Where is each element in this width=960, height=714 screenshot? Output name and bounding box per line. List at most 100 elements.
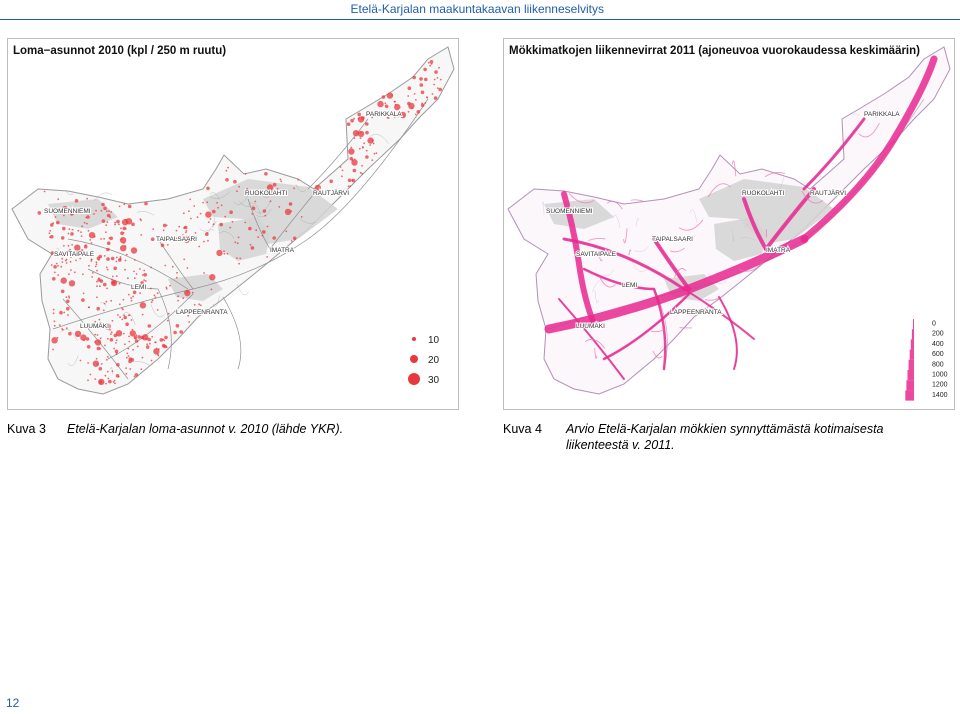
holiday-home-dot (110, 211, 113, 213)
holiday-home-dot (420, 90, 425, 95)
holiday-home-dot (37, 211, 42, 215)
holiday-home-dot (55, 262, 58, 265)
holiday-home-dot (103, 255, 106, 257)
holiday-home-dot (95, 357, 98, 360)
holiday-home-dot (353, 117, 355, 120)
holiday-home-dot (86, 345, 91, 349)
holiday-home-dot (251, 206, 256, 211)
holiday-home-dot (341, 169, 344, 172)
holiday-home-dot (70, 269, 72, 271)
holiday-home-dot (132, 348, 134, 351)
legend-width-bar (908, 359, 914, 370)
holiday-home-dot (70, 232, 74, 236)
holiday-home-dot (159, 338, 164, 342)
holiday-home-dot (419, 83, 424, 87)
holiday-home-dot (65, 327, 68, 330)
holiday-home-dot (67, 232, 70, 235)
legend-dot-10 (412, 337, 416, 341)
minor-road (247, 202, 262, 215)
legend-width-bar (910, 339, 914, 350)
holiday-home-dot (109, 338, 114, 342)
holiday-home-dot (438, 66, 440, 69)
holiday-home-dot (285, 230, 288, 233)
holiday-home-dot (69, 260, 72, 263)
minor-road (209, 191, 230, 199)
minor-road (263, 190, 273, 199)
holiday-home-dot (81, 225, 84, 228)
holiday-home-dot (110, 333, 112, 335)
minor-road (592, 279, 607, 293)
holiday-home-dot (52, 312, 55, 315)
holiday-home-dot (407, 95, 410, 97)
holiday-home-dot (264, 172, 268, 176)
holiday-home-dot (220, 204, 223, 207)
minor-road (659, 346, 665, 350)
holiday-home-dot (113, 347, 115, 350)
minor-road (93, 192, 113, 202)
minor-road (634, 246, 650, 253)
holiday-home-dot (140, 368, 143, 371)
holiday-home-dot (164, 264, 167, 267)
minor-traffic-flow (628, 249, 632, 256)
holiday-home-dot (110, 279, 118, 287)
holiday-home-dot (139, 302, 147, 309)
holiday-home-dot (52, 348, 54, 351)
holiday-home-dot (141, 313, 144, 316)
holiday-home-dot (216, 249, 223, 257)
holiday-home-dot (122, 298, 125, 301)
holiday-home-dot (75, 259, 77, 262)
minor-road (150, 304, 166, 317)
holiday-home-dot (387, 117, 390, 119)
holiday-home-dot (147, 337, 151, 342)
place-luumaki: LUUMÄKI (80, 322, 109, 330)
traffic-flow (802, 117, 866, 191)
minor-road (65, 190, 74, 196)
holiday-home-dot (162, 338, 165, 341)
legend-width-bar (913, 319, 914, 330)
holiday-home-dot (95, 263, 98, 266)
holiday-home-dot (133, 277, 136, 280)
holiday-home-dot (115, 256, 118, 259)
minor-road (254, 200, 271, 214)
holiday-home-dot (83, 221, 86, 224)
urban-area (699, 179, 834, 244)
holiday-home-dot (112, 381, 115, 383)
traffic-flow (800, 55, 938, 243)
minor-traffic-flow (731, 160, 737, 177)
holiday-home-dot (347, 178, 352, 183)
holiday-home-dot (429, 64, 432, 67)
holiday-home-dot (54, 216, 57, 218)
holiday-home-dot (113, 379, 116, 382)
holiday-home-dot (96, 334, 99, 336)
holiday-home-dot (98, 318, 101, 321)
flow-width-legend: 0 200 400 600 800 1000 1200 1400 (905, 319, 948, 401)
caption-text: Etelä-Karjalan loma-asunnot v. 2010 (läh… (67, 422, 344, 436)
minor-road (740, 237, 756, 241)
holiday-home-dot (94, 265, 97, 268)
holiday-home-dot (68, 211, 71, 214)
page-number: 12 (6, 696, 20, 710)
holiday-home-dot (386, 92, 394, 99)
holiday-home-dot (191, 291, 194, 294)
minor-traffic-flow (606, 200, 623, 210)
holiday-home-dot (262, 209, 267, 213)
holiday-home-dot (300, 216, 303, 218)
holiday-home-dot (151, 335, 154, 338)
place-rautjarvi: RAUTJÄRVI (810, 189, 846, 197)
holiday-home-dot (118, 303, 121, 306)
minor-road (853, 113, 860, 117)
holiday-home-dot (61, 257, 64, 260)
holiday-home-dot (351, 159, 354, 161)
holiday-home-dot (69, 248, 71, 251)
holiday-home-dot (261, 234, 264, 237)
holiday-home-dot (130, 319, 133, 321)
holiday-home-dot (116, 219, 120, 224)
minor-traffic-flow (623, 228, 628, 244)
holiday-home-dot (196, 216, 199, 219)
holiday-home-dot (87, 229, 90, 232)
holiday-home-dot (173, 330, 177, 335)
holiday-home-dot (157, 348, 160, 350)
header-rule (0, 19, 960, 20)
holiday-home-dot (237, 236, 240, 239)
holiday-home-dot (129, 368, 132, 370)
